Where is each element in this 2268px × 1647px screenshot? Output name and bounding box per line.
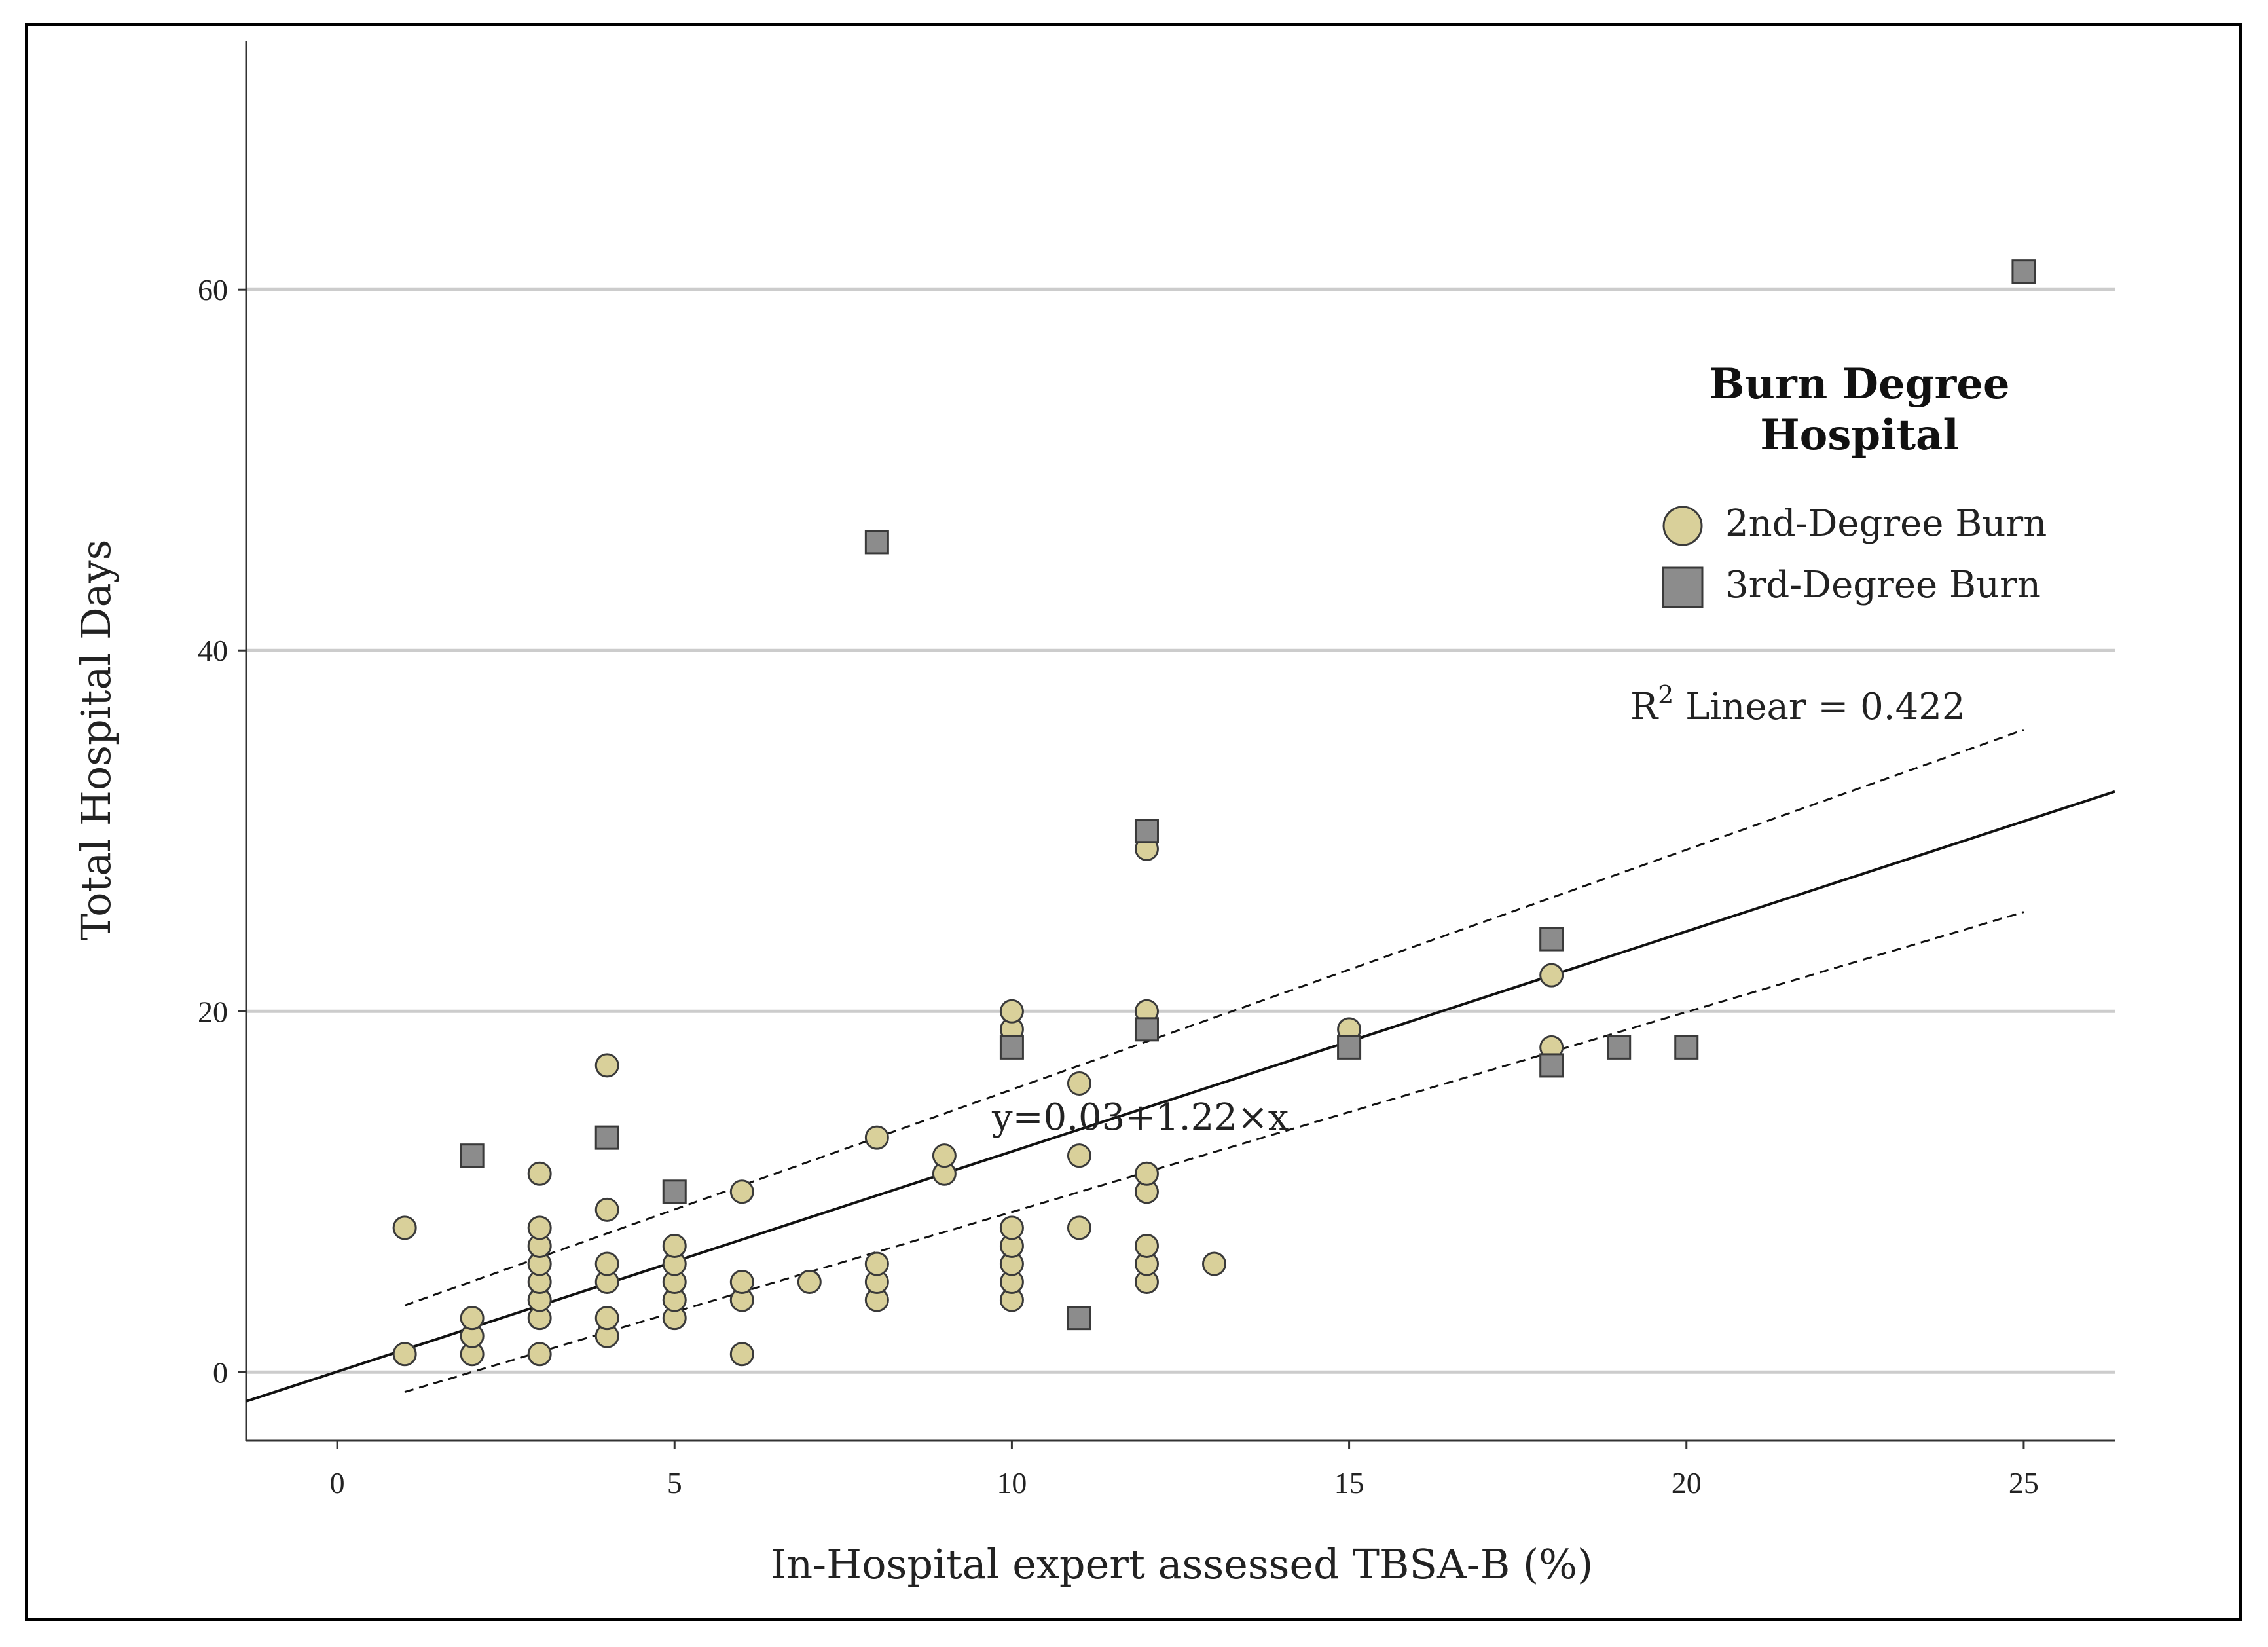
legend-title-line2: Hospital (1760, 411, 1959, 460)
point-3rd-degree-7 (1134, 819, 1159, 843)
point-3rd-degree-10 (1539, 927, 1564, 952)
points-layer (392, 259, 2036, 1367)
point-2nd-degree-17 (594, 1197, 619, 1222)
point-2nd-degree-18 (594, 1053, 619, 1078)
y-tick-label-20: 20 (198, 995, 228, 1028)
point-2nd-degree-31 (864, 1251, 889, 1276)
point-2nd-degree-11 (527, 1215, 552, 1240)
point-3rd-degree-5 (1067, 1306, 1091, 1331)
legend-square-marker (1662, 566, 1704, 608)
point-2nd-degree-32 (864, 1125, 889, 1150)
r2-prefix: R (1630, 686, 1659, 728)
point-2nd-degree-42 (1067, 1215, 1091, 1240)
fit-layer (246, 729, 2115, 1403)
point-3rd-degree-2 (662, 1179, 687, 1204)
fit-equation: y=0.03+1.22×x (991, 1096, 1289, 1139)
point-2nd-degree-16 (594, 1251, 619, 1276)
x-tick-label-25: 25 (2009, 1466, 2039, 1500)
point-3rd-degree-6 (1134, 1017, 1159, 1042)
legend-circle-marker (1662, 506, 1703, 546)
point-3rd-degree-1 (594, 1125, 619, 1150)
point-2nd-degree-5 (527, 1342, 552, 1367)
point-2nd-degree-43 (1067, 1143, 1091, 1168)
legend: Burn Degree Hospital 2nd-Degree Burn 3rd… (1662, 360, 2047, 608)
x-tick-label-15: 15 (1334, 1466, 1364, 1500)
point-2nd-degree-24 (729, 1342, 754, 1367)
point-3rd-degree-13 (2011, 259, 2036, 284)
point-3rd-degree-4 (999, 1035, 1024, 1060)
point-2nd-degree-1 (392, 1215, 417, 1240)
point-2nd-degree-44 (1067, 1071, 1091, 1096)
fit-line (246, 790, 2115, 1403)
point-2nd-degree-49 (1134, 1161, 1159, 1186)
ticks-layer: 0 20 40 60 0 5 10 15 20 25 (198, 273, 2039, 1500)
y-axis-title: Total Hospital Days (72, 540, 120, 941)
point-2nd-degree-34 (932, 1143, 957, 1168)
x-tick-label-20: 20 (1672, 1466, 1702, 1500)
axes-layer (245, 41, 2115, 1442)
point-3rd-degree-3 (864, 530, 889, 555)
y-tick-label-60: 60 (198, 273, 228, 306)
y-tick-label-40: 40 (198, 634, 228, 667)
point-2nd-degree-27 (729, 1179, 754, 1204)
legend-label-2nd-degree: 2nd-Degree Burn (1725, 502, 2047, 545)
point-2nd-degree-52 (1202, 1251, 1227, 1276)
r2-suffix: Linear = 0.422 (1674, 686, 1965, 728)
x-tick-label-10: 10 (997, 1466, 1027, 1500)
point-3rd-degree-0 (460, 1143, 485, 1168)
x-tick-label-5: 5 (667, 1466, 682, 1500)
point-2nd-degree-28 (797, 1270, 822, 1295)
point-2nd-degree-26 (729, 1270, 754, 1295)
point-2nd-degree-47 (1134, 1233, 1159, 1258)
r2-annotation: R2 Linear = 0.422 (1630, 680, 1965, 728)
y-tick-label-0: 0 (213, 1356, 228, 1389)
r2-superscript: 2 (1658, 680, 1674, 709)
point-3rd-degree-12 (1674, 1035, 1699, 1060)
point-3rd-degree-11 (1607, 1035, 1632, 1060)
ci-upper-line (404, 729, 2024, 1306)
point-2nd-degree-0 (392, 1342, 417, 1367)
point-2nd-degree-39 (999, 1215, 1024, 1240)
point-2nd-degree-23 (662, 1233, 687, 1258)
ci-lower-line (404, 911, 2024, 1394)
point-2nd-degree-41 (999, 999, 1024, 1024)
point-3rd-degree-8 (1337, 1035, 1362, 1060)
legend-title-line1: Burn Degree (1709, 360, 2009, 409)
point-3rd-degree-9 (1539, 1053, 1564, 1078)
figure-frame (25, 23, 2242, 1621)
grid-layer (246, 287, 2115, 1374)
point-2nd-degree-4 (460, 1306, 485, 1331)
legend-label-3rd-degree: 3rd-Degree Burn (1725, 564, 2041, 606)
x-tick-label-0: 0 (330, 1466, 345, 1500)
point-2nd-degree-12 (527, 1161, 552, 1186)
point-2nd-degree-14 (594, 1306, 619, 1331)
x-axis-title: In-Hospital expert assessed TBSA-B (%) (771, 1540, 1594, 1588)
point-2nd-degree-55 (1539, 963, 1564, 988)
